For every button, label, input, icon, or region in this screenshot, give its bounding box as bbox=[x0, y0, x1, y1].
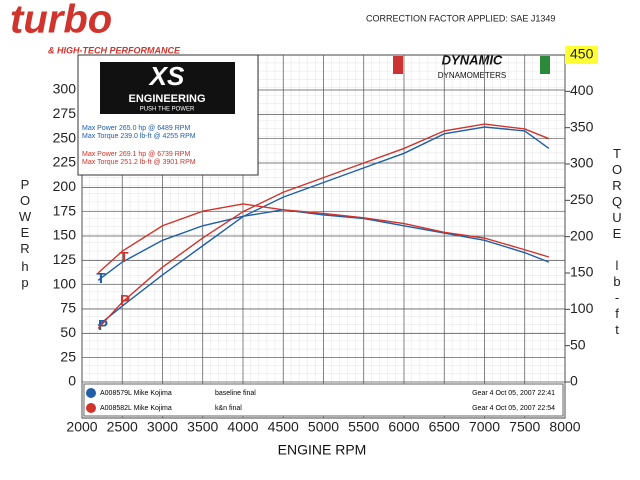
y-tick-label: 150 bbox=[53, 227, 77, 243]
y-tick-label: 125 bbox=[53, 251, 77, 267]
x-tick-label: 5000 bbox=[308, 419, 339, 435]
chart-title: CORRECTION FACTOR APPLIED: SAE J1349 bbox=[366, 13, 555, 23]
y-tick-label: 0 bbox=[68, 373, 76, 389]
y-tick-label: 75 bbox=[60, 300, 76, 316]
legend-label: k&n final bbox=[215, 405, 242, 412]
y-tick-label: 100 bbox=[53, 275, 77, 291]
y2-tick-label: 50 bbox=[570, 336, 586, 352]
note: Max Torque 251.2 lb-ft @ 3901 RPM bbox=[82, 159, 196, 166]
x-axis-title: ENGINE RPM bbox=[278, 442, 367, 458]
series-line bbox=[97, 123, 550, 329]
curve-label: T bbox=[119, 249, 128, 266]
note: Max Torque 239.0 lb-ft @ 4255 RPM bbox=[82, 133, 196, 140]
y2-tick-label: 450 bbox=[570, 46, 594, 62]
x-tick-label: 7500 bbox=[509, 419, 540, 435]
highlight bbox=[565, 46, 598, 64]
shop: XS bbox=[148, 61, 185, 91]
x-tick-label: 6500 bbox=[429, 419, 460, 435]
legend-swatch bbox=[86, 388, 96, 398]
y2-tick-label: 200 bbox=[570, 227, 594, 243]
legend-info: Gear 4 Oct 05, 2007 22:41 bbox=[472, 390, 555, 397]
y2-tick-label: 400 bbox=[570, 82, 594, 98]
axis-title: l b -f t bbox=[613, 258, 620, 337]
brand-mark bbox=[540, 56, 550, 74]
curve-label: T bbox=[96, 270, 105, 287]
logo: turbo bbox=[10, 0, 112, 42]
y-tick-label: 275 bbox=[53, 105, 77, 121]
x-tick-label: 5500 bbox=[348, 419, 379, 435]
y-tick-label: 25 bbox=[60, 348, 76, 364]
y2-tick-label: 100 bbox=[570, 300, 594, 316]
y-tick-label: 300 bbox=[53, 81, 77, 97]
y2-tick-label: 150 bbox=[570, 264, 594, 280]
y-tick-label: 175 bbox=[53, 202, 77, 218]
legend-swatch bbox=[86, 403, 96, 413]
shop-sub: ENGINEERING bbox=[128, 93, 205, 105]
logo-tagline: & HIGH-TECH PERFORMANCE bbox=[48, 45, 181, 55]
note: Max Power 269.1 hp @ 6739 RPM bbox=[82, 151, 190, 158]
x-tick-label: 4500 bbox=[268, 419, 299, 435]
x-tick-label: 2500 bbox=[107, 419, 138, 435]
y2-tick-label: 350 bbox=[570, 118, 594, 134]
shop-motto: PUSH THE POWER bbox=[140, 107, 195, 113]
legend-label: baseline final bbox=[215, 390, 256, 397]
curve-label: P bbox=[98, 317, 108, 334]
legend-run: A008582L Mike Kojima bbox=[100, 405, 172, 412]
brand: DYNAMIC bbox=[442, 52, 503, 67]
legend bbox=[83, 383, 564, 417]
y-tick-label: 250 bbox=[53, 129, 77, 145]
y2-tick-label: 250 bbox=[570, 191, 594, 207]
x-tick-label: 3000 bbox=[147, 419, 178, 435]
y-tick-label: 200 bbox=[53, 178, 77, 194]
x-tick-label: 6000 bbox=[388, 419, 419, 435]
series-line bbox=[97, 203, 550, 274]
x-tick-label: 8000 bbox=[549, 419, 580, 435]
x-tick-label: 4000 bbox=[227, 419, 258, 435]
y-tick-label: 50 bbox=[60, 324, 76, 340]
curve-label: P bbox=[120, 292, 130, 309]
x-tick-label: 2000 bbox=[66, 419, 97, 435]
y-tick-label: 225 bbox=[53, 154, 77, 170]
y2-tick-label: 0 bbox=[570, 373, 578, 389]
brand-mark bbox=[393, 56, 403, 74]
brand-sub: DYNAMOMETERS bbox=[438, 71, 506, 80]
series-line bbox=[97, 209, 550, 281]
y2-tick-label: 300 bbox=[570, 155, 594, 171]
x-tick-label: 7000 bbox=[469, 419, 500, 435]
series-line bbox=[97, 126, 550, 327]
legend-info: Gear 4 Oct 05, 2007 22:54 bbox=[472, 405, 555, 412]
legend-run: A008579L Mike Kojima bbox=[100, 390, 172, 397]
note: Max Power 265.0 hp @ 6489 RPM bbox=[82, 125, 190, 132]
shop-logo bbox=[100, 62, 235, 114]
x-tick-label: 3500 bbox=[187, 419, 218, 435]
